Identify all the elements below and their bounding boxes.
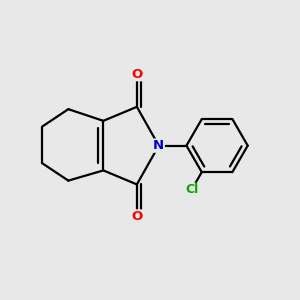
Text: O: O <box>131 210 142 223</box>
Text: Cl: Cl <box>185 183 198 196</box>
Text: N: N <box>153 139 164 152</box>
Text: O: O <box>131 68 142 81</box>
